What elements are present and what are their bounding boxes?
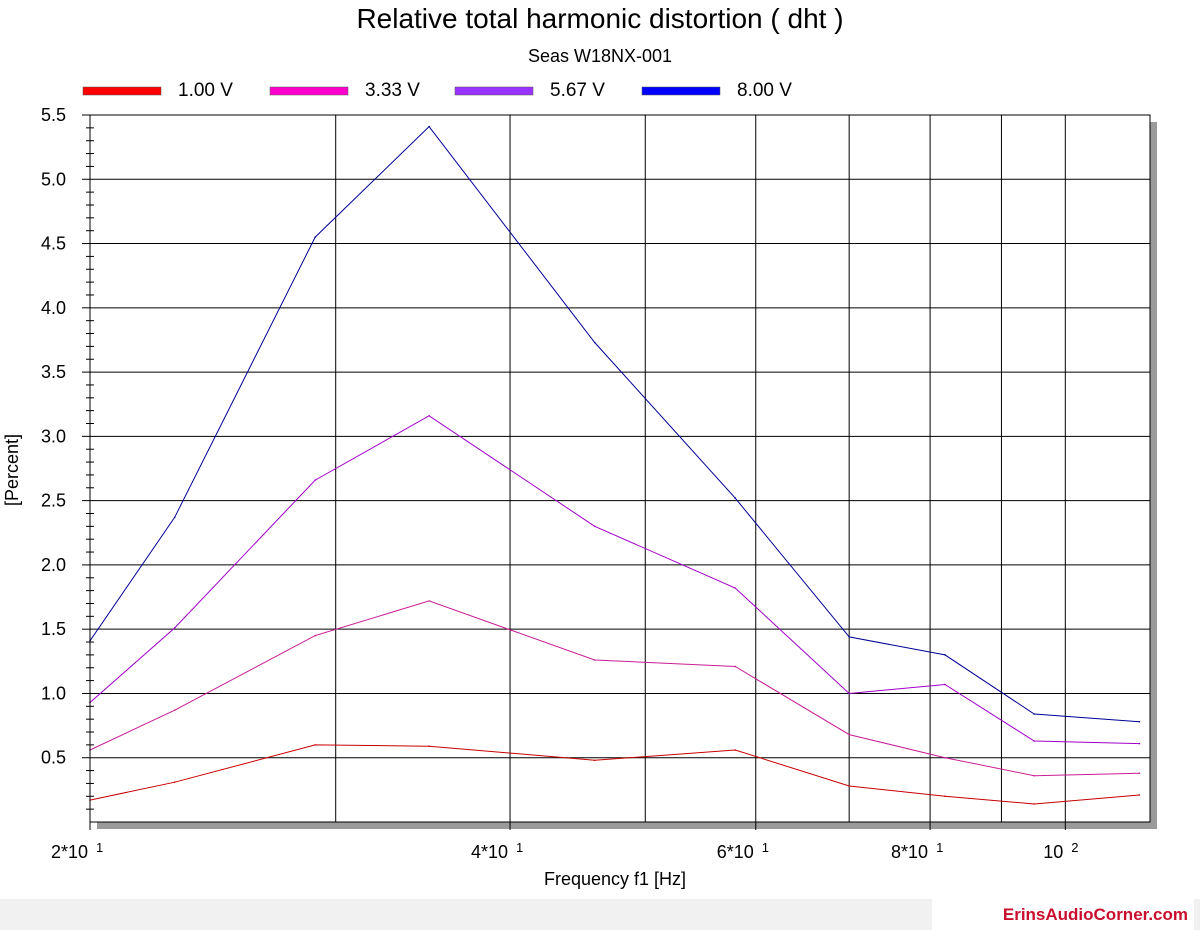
legend-label: 5.67 V (550, 80, 605, 101)
data-point (428, 125, 430, 128)
y-axis: 0.5 1.0 1.5 2.0 2.5 3.0 3.5 4.0 4.5 5.0 5.5 (41, 105, 90, 768)
data-point (734, 497, 737, 499)
series-line-8-00-V (89, 125, 1140, 723)
data-point (1138, 772, 1141, 774)
plot-border (89, 114, 1151, 823)
chart-subtitle: Seas W18NX-001 (528, 46, 672, 66)
chart-title: Relative total harmonic distortion ( dht… (356, 3, 843, 34)
data-point (428, 600, 430, 602)
data-point (944, 654, 946, 656)
y-tick-label: 2.5 (41, 491, 66, 511)
legend-swatch (454, 86, 534, 96)
legend-swatch (641, 86, 721, 96)
data-point (314, 236, 316, 238)
data-point (1138, 720, 1141, 723)
data-point (1138, 794, 1141, 796)
data-point (848, 733, 850, 736)
x-tick-exponent: 1 (96, 840, 103, 855)
data-point (848, 636, 850, 638)
y-tick-label: 3.0 (41, 426, 66, 446)
data-point (314, 634, 316, 637)
x-axis: 2*10 1 4*10 1 6*10 1 8*10 1 10 2 (51, 822, 1079, 862)
y-tick-label: 1.0 (41, 683, 66, 703)
x-tick-label: 2*10 (51, 842, 88, 862)
legend-label: 8.00 V (737, 80, 792, 101)
series-line-1-00-V (89, 744, 1140, 805)
x-tick-exponent: 2 (1071, 840, 1078, 855)
series-line-5-67-V (89, 415, 1140, 745)
y-tick-label: 4.0 (41, 298, 66, 318)
x-tick-label: 4*10 (471, 842, 508, 862)
y-tick-label: 3.5 (41, 362, 66, 382)
legend-swatch (82, 86, 162, 96)
data-point (848, 692, 850, 695)
data-point (848, 785, 850, 787)
data-point (944, 683, 946, 686)
data-point (428, 745, 430, 747)
y-axis-label: [Percent] (2, 434, 22, 506)
series-lines (89, 125, 1141, 805)
data-point (1033, 774, 1036, 777)
data-point (593, 759, 596, 762)
y-tick-label: 4.5 (41, 234, 66, 254)
y-tick-label: 0.5 (41, 748, 66, 768)
data-point (173, 781, 176, 783)
x-tick-label: 6*10 (717, 842, 754, 862)
x-axis-label: Frequency f1 [Hz] (544, 869, 686, 889)
data-point (173, 516, 176, 519)
data-point (314, 744, 316, 746)
plot-area (90, 115, 1150, 822)
x-tick-label: 8*10 (891, 842, 928, 862)
y-tick-label: 2.0 (41, 555, 66, 575)
x-tick-exponent: 1 (762, 840, 769, 855)
data-point (1033, 740, 1036, 742)
data-point (734, 665, 737, 668)
data-point (944, 756, 946, 759)
data-point (593, 525, 596, 528)
data-point (1138, 742, 1141, 745)
series-line-3-33-V (89, 600, 1140, 777)
legend: 1.00 V 3.33 V 5.67 V 8.00 V (82, 80, 792, 101)
data-point (428, 414, 430, 417)
data-point (1033, 713, 1036, 715)
legend-label: 3.33 V (365, 80, 420, 101)
x-tick-exponent: 1 (516, 840, 523, 855)
legend-label: 1.00 V (178, 80, 233, 101)
data-point (593, 659, 596, 661)
legend-swatch (269, 86, 349, 96)
data-point (173, 627, 176, 629)
data-point (944, 795, 946, 798)
data-point (734, 749, 737, 751)
data-point (734, 587, 737, 589)
y-tick-label: 5.0 (41, 169, 66, 189)
data-point (314, 479, 316, 481)
brand-link[interactable]: ErinsAudioCorner.com (932, 899, 1194, 930)
data-point (173, 709, 176, 711)
data-point (593, 341, 596, 344)
data-point (1033, 803, 1036, 805)
y-tick-label: 1.5 (41, 619, 66, 639)
y-tick-label: 5.5 (41, 105, 66, 125)
x-tick-exponent: 1 (936, 840, 943, 855)
x-tick-label: 10 (1043, 842, 1063, 862)
